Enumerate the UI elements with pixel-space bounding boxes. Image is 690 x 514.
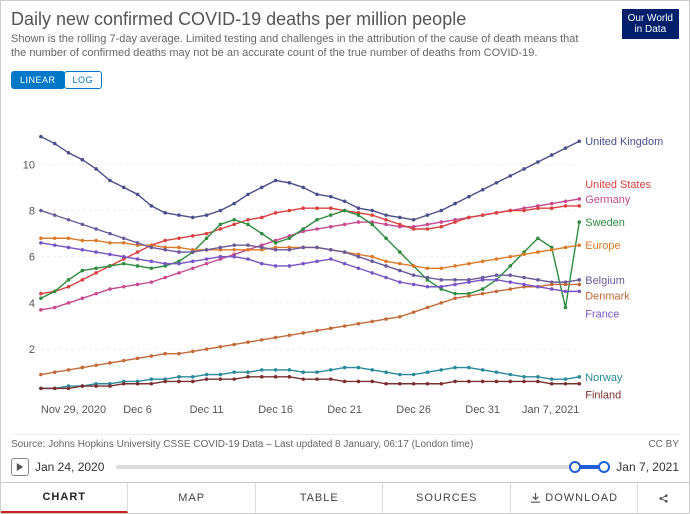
tab-sources[interactable]: SOURCES xyxy=(383,483,510,513)
tab-chart[interactable]: CHART xyxy=(1,483,128,513)
svg-text:2: 2 xyxy=(29,344,35,356)
timeline-handle-end[interactable] xyxy=(598,461,610,473)
series-label[interactable]: Europe xyxy=(585,240,620,252)
series-label[interactable]: Germany xyxy=(585,194,631,206)
source-text: Source: Johns Hopkins University CSSE CO… xyxy=(11,439,473,450)
tab-share[interactable] xyxy=(638,483,689,513)
view-tabs: CHART MAP TABLE SOURCES DOWNLOAD xyxy=(1,482,689,513)
scale-log-button[interactable]: LOG xyxy=(64,71,103,89)
svg-text:Nov 29, 2020: Nov 29, 2020 xyxy=(41,404,106,416)
timeline: Jan 24, 2020 Jan 7, 2021 xyxy=(11,452,679,482)
license-text[interactable]: CC BY xyxy=(648,439,679,450)
tab-table[interactable]: TABLE xyxy=(256,483,383,513)
download-icon xyxy=(530,493,541,504)
svg-text:8: 8 xyxy=(29,205,35,217)
chart-title: Daily new confirmed COVID-19 deaths per … xyxy=(11,9,679,30)
series-label[interactable]: United States xyxy=(585,179,651,191)
timeline-handle-start[interactable] xyxy=(569,461,581,473)
svg-text:Dec 26: Dec 26 xyxy=(396,404,431,416)
series-label[interactable]: France xyxy=(585,308,619,320)
timeline-end-label[interactable]: Jan 7, 2021 xyxy=(616,460,679,474)
series-label[interactable]: Denmark xyxy=(585,290,630,302)
tab-map[interactable]: MAP xyxy=(128,483,255,513)
line-chart: 2 4 6 8 10 Nov 29, 2020 Dec 6 Dec 11 Dec 16 Dec 2… xyxy=(11,93,679,432)
series-label[interactable]: Sweden xyxy=(585,217,625,229)
svg-text:Dec 16: Dec 16 xyxy=(258,404,293,416)
chart-footer: Source: Johns Hopkins University CSSE CO… xyxy=(11,434,679,452)
series-label[interactable]: United Kingdom xyxy=(585,136,663,148)
scale-linear-button[interactable]: LINEAR xyxy=(11,71,65,89)
header: Daily new confirmed COVID-19 deaths per … xyxy=(11,9,679,61)
svg-text:4: 4 xyxy=(29,297,35,309)
series-label[interactable]: Norway xyxy=(585,371,623,383)
play-button[interactable] xyxy=(11,458,29,476)
tab-download[interactable]: DOWNLOAD xyxy=(511,483,638,513)
series-label[interactable]: Belgium xyxy=(585,274,625,286)
svg-text:Dec 6: Dec 6 xyxy=(123,404,152,416)
share-icon xyxy=(658,493,669,504)
svg-text:6: 6 xyxy=(29,251,35,263)
chart-subtitle: Shown is the rolling 7-day average. Limi… xyxy=(11,32,581,61)
svg-text:10: 10 xyxy=(23,159,35,171)
scale-toggle: LINEAR LOG xyxy=(11,71,679,89)
svg-text:Dec 11: Dec 11 xyxy=(190,404,224,416)
timeline-start-label[interactable]: Jan 24, 2020 xyxy=(35,460,104,474)
chart-area: 2 4 6 8 10 Nov 29, 2020 Dec 6 Dec 11 Dec 16 Dec 2… xyxy=(11,93,679,432)
svg-text:Jan 7, 2021: Jan 7, 2021 xyxy=(522,404,579,416)
owid-logo[interactable]: Our World in Data xyxy=(622,9,679,39)
series-label[interactable]: Finland xyxy=(585,389,621,401)
svg-text:Dec 21: Dec 21 xyxy=(327,404,362,416)
svg-text:Dec 31: Dec 31 xyxy=(465,404,500,416)
timeline-track[interactable] xyxy=(116,465,604,469)
